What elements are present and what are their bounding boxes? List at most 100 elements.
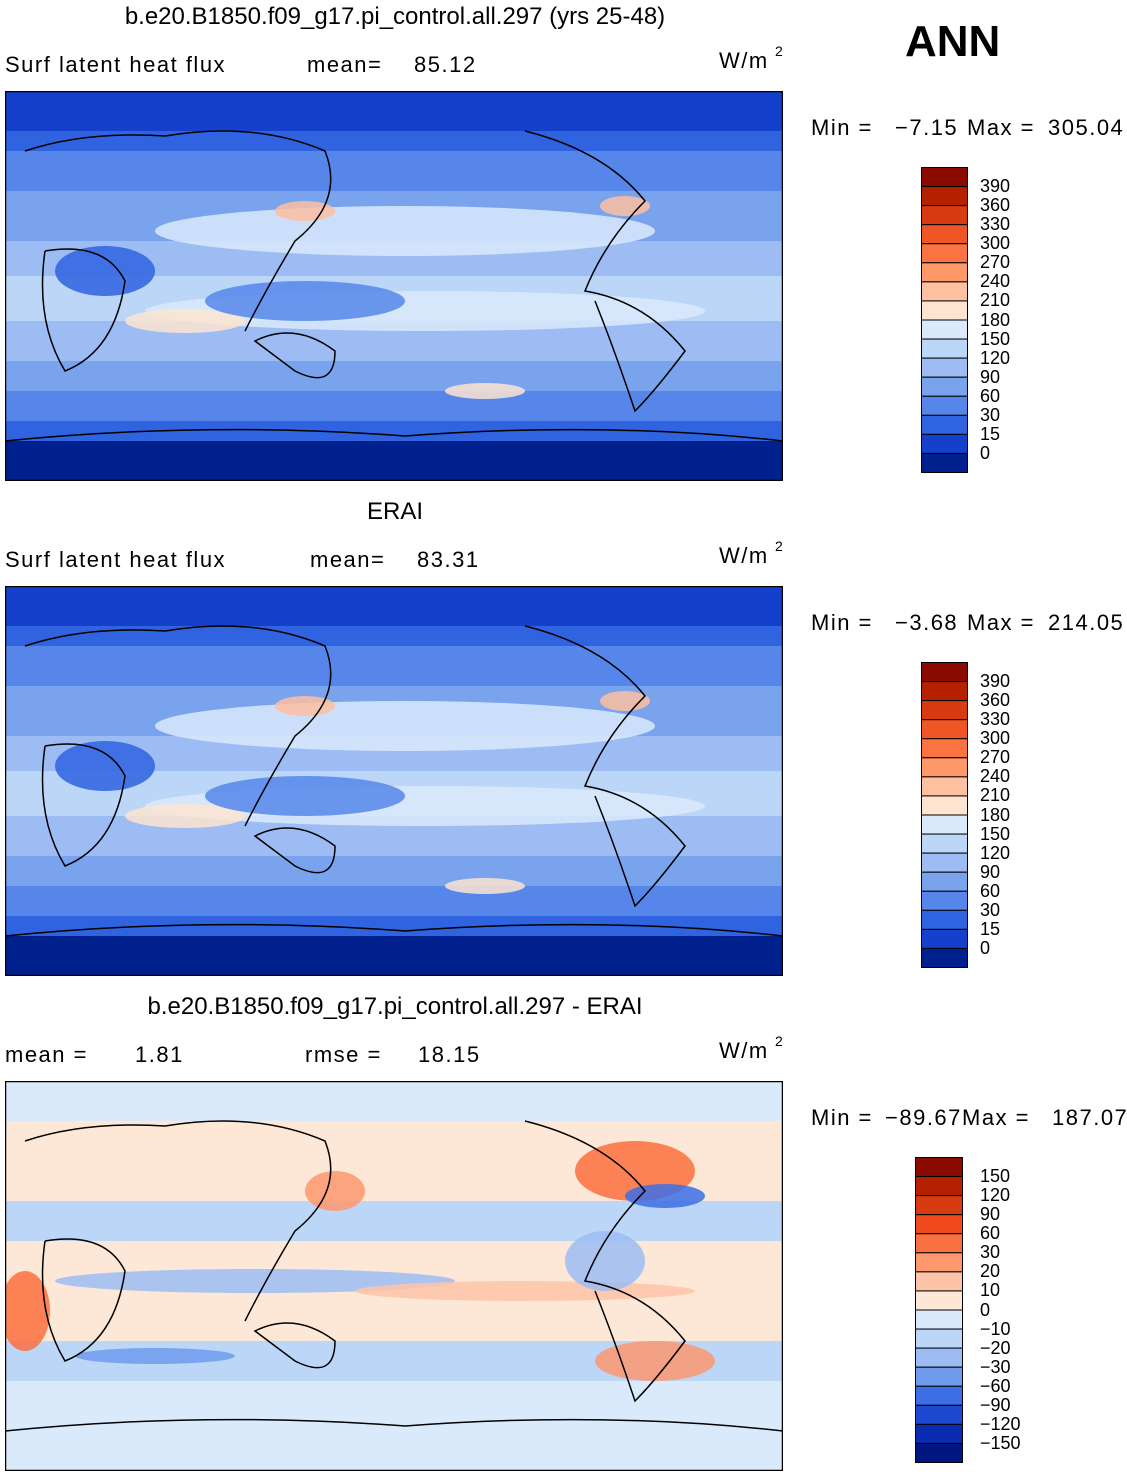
field-patch xyxy=(600,691,650,711)
colorbar-box xyxy=(921,833,968,854)
map-frame xyxy=(5,586,783,976)
field-band xyxy=(5,131,783,152)
colorbar-label: 210 xyxy=(980,290,1011,311)
field-band xyxy=(5,936,783,976)
colorbar-box xyxy=(921,319,968,340)
max-value: 214.05 xyxy=(1048,610,1125,635)
colorbar-label: 120 xyxy=(980,842,1011,863)
colorbar-box xyxy=(921,167,968,188)
colorbar-box xyxy=(915,1328,963,1349)
colorbar-label: −120 xyxy=(980,1413,1021,1434)
variable-label: Surf latent heat flux xyxy=(5,547,227,572)
field-patch xyxy=(625,1184,705,1208)
colorbar-label: 150 xyxy=(980,823,1011,844)
colorbar-label: 0 xyxy=(980,1299,991,1320)
colorbar-box xyxy=(921,205,968,226)
field-patch xyxy=(565,1231,645,1291)
variable-label: Surf latent heat flux xyxy=(5,52,227,77)
colorbar-label: 360 xyxy=(980,195,1011,216)
units: W/m xyxy=(719,1038,769,1063)
field-band xyxy=(5,586,783,627)
colorbar-box xyxy=(915,1404,963,1425)
field-patch xyxy=(125,309,245,333)
colorbar-label: 30 xyxy=(980,1242,1001,1263)
colorbar-label: 30 xyxy=(980,404,1001,425)
stat-label: mean= xyxy=(307,52,383,77)
units-power: 2 xyxy=(775,1033,783,1049)
field-patch xyxy=(595,1341,715,1381)
field-patch xyxy=(275,696,335,716)
colorbar-label: 180 xyxy=(980,804,1011,825)
field-patch xyxy=(205,281,405,321)
colorbar-box xyxy=(921,890,968,911)
colorbar-label: −10 xyxy=(980,1318,1011,1339)
colorbar-label: 270 xyxy=(980,747,1011,768)
colorbar-label: 330 xyxy=(980,709,1011,730)
colorbar-box xyxy=(915,1442,963,1463)
colorbar-box xyxy=(915,1214,963,1235)
colorbar-label: 15 xyxy=(980,918,1001,939)
field-band xyxy=(5,916,783,937)
colorbar-label: 120 xyxy=(980,1185,1011,1206)
field-patch xyxy=(445,383,525,399)
colorbar-box xyxy=(921,795,968,816)
field-patch xyxy=(275,201,335,221)
field-patch xyxy=(55,741,155,791)
colorbar-box xyxy=(921,452,968,473)
max-label: Max = xyxy=(967,610,1036,635)
field-patch xyxy=(445,878,525,894)
colorbar-label: −150 xyxy=(980,1432,1021,1453)
colorbar-label: 210 xyxy=(980,785,1011,806)
field-band xyxy=(5,91,783,132)
field-patch xyxy=(55,1269,455,1293)
colorbar-label: 90 xyxy=(980,861,1001,882)
min-value: −89.67 xyxy=(885,1105,962,1130)
map-frame xyxy=(5,91,783,481)
min-label: Min = xyxy=(811,1105,873,1130)
field-patch xyxy=(305,1171,365,1211)
colorbar-box xyxy=(921,947,968,968)
units-power: 2 xyxy=(775,538,783,554)
max-value: 187.07 xyxy=(1052,1105,1127,1130)
colorbar-box xyxy=(921,243,968,264)
stat-label: rmse = xyxy=(305,1042,382,1067)
field-band xyxy=(5,1081,783,1122)
colorbar-box xyxy=(915,1290,963,1311)
field-band xyxy=(5,421,783,442)
colorbar-label: 15 xyxy=(980,423,1001,444)
colorbar-label: 390 xyxy=(980,671,1011,692)
colorbar-box xyxy=(915,1252,963,1273)
colorbar-label: 60 xyxy=(980,385,1001,406)
colorbar-box xyxy=(921,395,968,416)
colorbar-box xyxy=(921,700,968,721)
season-label: ANN xyxy=(905,17,1001,66)
min-value: −3.68 xyxy=(895,610,959,635)
colorbar-box xyxy=(921,681,968,702)
field-patch xyxy=(5,1271,50,1351)
colorbar-box xyxy=(921,281,968,302)
map xyxy=(5,586,783,976)
units-power: 2 xyxy=(775,43,783,59)
colorbar-box xyxy=(921,719,968,740)
colorbar-box xyxy=(915,1366,963,1387)
field-patch xyxy=(155,206,655,256)
min-label: Min = xyxy=(811,115,873,140)
colorbar-label: 60 xyxy=(980,880,1001,901)
colorbar-label: 180 xyxy=(980,309,1011,330)
coastline xyxy=(5,130,783,442)
colorbar-label: 360 xyxy=(980,690,1011,711)
colorbar-label: 120 xyxy=(980,347,1011,368)
stat-value: 85.12 xyxy=(414,52,477,77)
colorbar-label: 390 xyxy=(980,176,1011,197)
colorbar-label: −90 xyxy=(980,1394,1011,1415)
colorbar-box xyxy=(915,1157,963,1178)
min-label: Min = xyxy=(811,610,873,635)
max-label: Max = xyxy=(967,115,1036,140)
field-patch xyxy=(205,776,405,816)
min-value: −7.15 xyxy=(895,115,959,140)
coastline xyxy=(5,1120,783,1432)
field-band xyxy=(5,1381,783,1471)
colorbar-box xyxy=(921,186,968,207)
field-band xyxy=(5,391,783,422)
colorbar-box xyxy=(921,433,968,454)
